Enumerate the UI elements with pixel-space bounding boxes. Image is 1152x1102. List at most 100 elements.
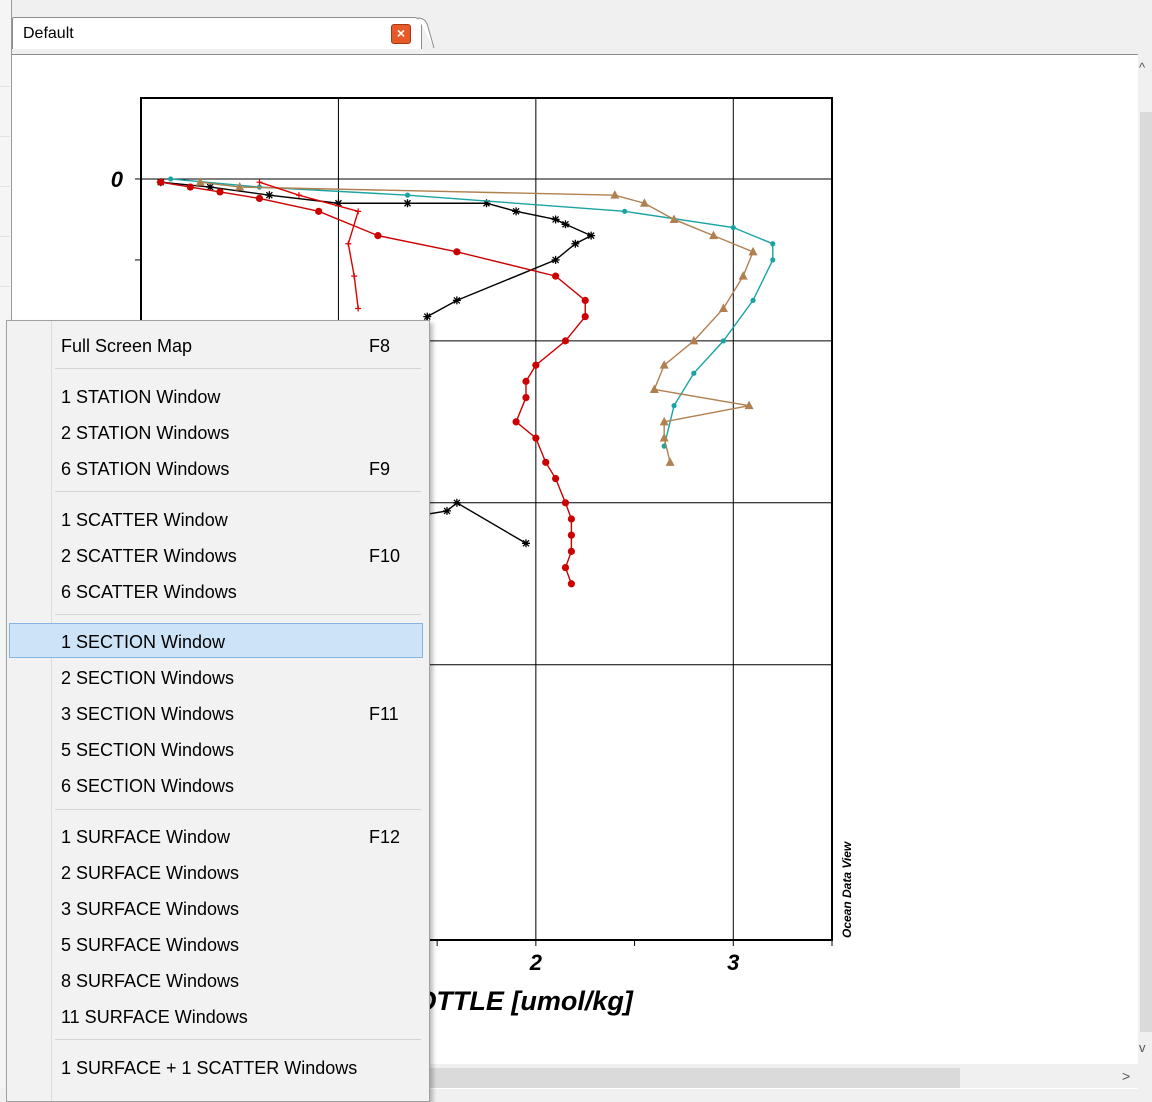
data-point — [256, 179, 263, 186]
data-point — [206, 183, 215, 192]
menu-gutter — [51, 321, 52, 1101]
data-point — [355, 208, 362, 215]
data-point — [671, 403, 677, 409]
data-point — [404, 192, 411, 198]
data-point — [691, 370, 697, 376]
data-point — [567, 580, 575, 588]
data-point — [542, 458, 550, 466]
menu-item[interactable]: 2 STATION Windows — [9, 414, 423, 449]
menu-item-label: 2 STATION Windows — [61, 423, 230, 443]
data-point — [659, 360, 669, 369]
horizontal-scrollbar[interactable]: > — [420, 1064, 1138, 1088]
data-point — [423, 312, 432, 321]
data-point — [532, 361, 540, 369]
menu-item[interactable]: 11 SURFACE Windows — [9, 998, 423, 1033]
data-point — [403, 199, 412, 208]
tab-default[interactable]: Default × — [12, 17, 422, 49]
data-point — [649, 384, 659, 393]
data-point — [552, 474, 560, 483]
data-point — [355, 305, 362, 312]
x-tick-label: 3 — [727, 950, 739, 975]
scroll-right-icon[interactable]: > — [1122, 1068, 1131, 1084]
menu-separator — [55, 491, 421, 492]
data-point — [567, 531, 575, 539]
menu-item[interactable]: 3 SECTION Windows F11 — [9, 695, 423, 730]
data-point — [452, 296, 461, 305]
tab-label: Default — [23, 25, 74, 42]
data-point — [561, 337, 570, 345]
menu-item[interactable]: 3 SURFACE Windows — [9, 890, 423, 925]
data-point — [374, 232, 382, 240]
menu-item[interactable]: 1 SURFACE Window F12 — [9, 818, 423, 853]
menu-item[interactable]: 1 SECTION Window — [9, 623, 423, 658]
x-tick-label: 2 — [529, 950, 543, 975]
menu-item[interactable]: Full Screen Map F8 — [9, 327, 423, 362]
data-point — [567, 547, 575, 555]
menu-item-label: 5 SECTION Windows — [61, 740, 235, 760]
menu-item-label: 5 SURFACE Windows — [61, 935, 240, 955]
data-point — [665, 457, 675, 466]
scroll-down-icon[interactable]: v — [1139, 1040, 1146, 1055]
data-point — [587, 231, 596, 240]
menu-item[interactable]: 5 SURFACE Windows — [9, 926, 423, 961]
menu-separator — [55, 809, 421, 810]
data-point — [351, 273, 358, 280]
menu-item[interactable]: 6 SECTION Windows — [9, 767, 423, 802]
menu-item[interactable]: 2 SECTION Windows — [9, 659, 423, 694]
data-point — [522, 377, 530, 385]
data-point — [443, 506, 452, 515]
data-point — [750, 297, 756, 304]
menu-item[interactable]: 1 STATION Window — [9, 378, 423, 413]
data-point — [255, 194, 264, 202]
menu-item-shortcut: F12 — [369, 827, 401, 847]
menu-item-label: 1 STATION Window — [61, 387, 221, 407]
data-point — [561, 220, 570, 229]
data-point — [610, 190, 620, 199]
data-point — [581, 296, 589, 305]
data-point — [157, 178, 165, 186]
data-point — [452, 498, 461, 507]
data-point — [669, 214, 679, 223]
menu-item-label: 6 STATION Windows — [61, 459, 230, 479]
data-point — [718, 303, 728, 312]
data-point — [561, 499, 570, 507]
data-point — [770, 257, 776, 263]
menu-item-label: 2 SECTION Windows — [61, 668, 235, 688]
menu-item[interactable]: 8 SURFACE Windows — [9, 962, 423, 997]
menu-item[interactable]: 6 SCATTER Windows — [9, 573, 423, 608]
data-point — [581, 312, 589, 321]
data-point — [235, 182, 245, 191]
data-point — [315, 207, 323, 215]
window-layout-menu: Full Screen Map F8 1 STATION Window 2 STATI… — [6, 320, 430, 1102]
data-point — [622, 208, 628, 214]
menu-item-label: 8 SURFACE Windows — [61, 971, 240, 991]
menu-item[interactable]: 1 SURFACE + 1 SCATTER Windows — [9, 1049, 423, 1084]
data-point — [659, 416, 669, 426]
menu-item-label: 2 SCATTER Windows — [61, 546, 237, 566]
data-point — [744, 400, 754, 410]
data-point — [551, 255, 560, 264]
scrollbar-thumb[interactable] — [420, 1068, 960, 1088]
data-point — [295, 192, 302, 199]
menu-separator — [55, 614, 421, 615]
data-point — [730, 224, 736, 231]
series-line — [259, 181, 360, 309]
scroll-up-icon[interactable]: ^ — [1139, 60, 1146, 75]
menu-item-label: 1 SURFACE + 1 SCATTER Windows — [61, 1058, 358, 1078]
menu-item[interactable]: 5 SECTION Windows — [9, 731, 423, 766]
menu-item[interactable]: 1 SCATTER Window — [9, 501, 423, 536]
menu-item[interactable]: 2 SCATTER Windows F10 — [9, 537, 423, 572]
menu-item-label: 1 SCATTER Window — [61, 510, 228, 530]
menu-item[interactable]: 2 SURFACE Windows — [9, 854, 423, 889]
data-point — [345, 240, 352, 247]
scrollbar-thumb[interactable] — [1140, 112, 1152, 1032]
vertical-scrollbar[interactable]: ^ v — [1138, 54, 1152, 1064]
data-point — [709, 230, 719, 240]
data-point — [512, 418, 520, 426]
menu-item[interactable]: 6 STATION Windows F9 — [9, 450, 423, 485]
menu-item-shortcut: F9 — [369, 459, 391, 479]
close-icon[interactable]: × — [391, 24, 411, 44]
data-point — [639, 198, 649, 207]
data-point — [567, 515, 575, 523]
tab-edge — [418, 17, 435, 49]
